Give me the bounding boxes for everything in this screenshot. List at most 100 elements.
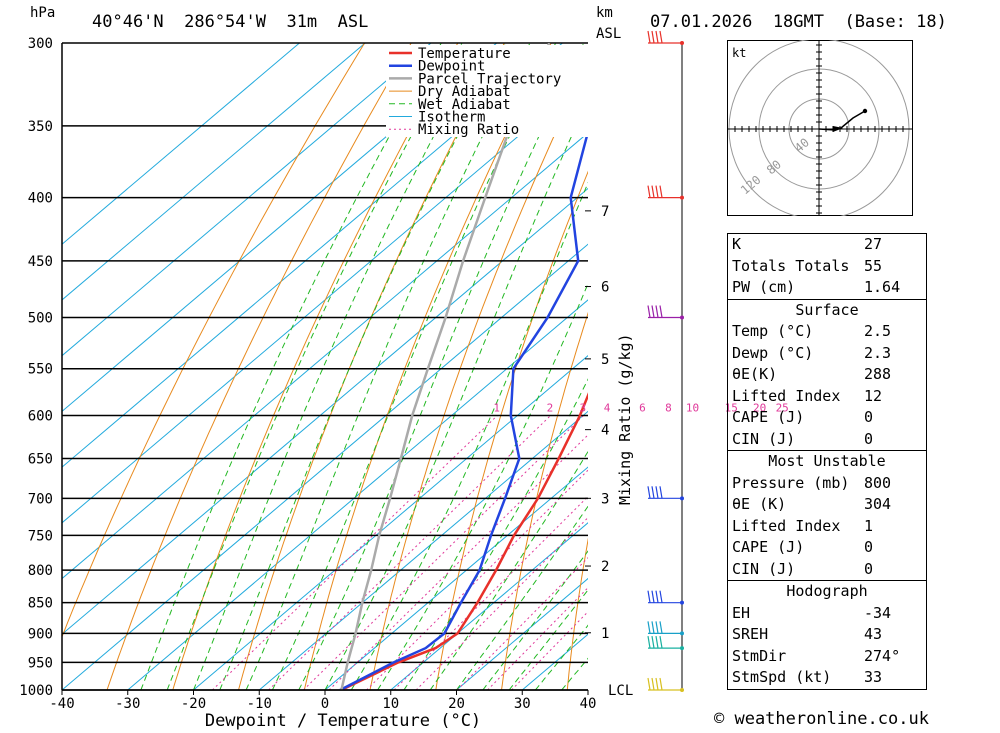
km-label: 6: [601, 280, 609, 296]
wet-adiabat-line: [166, 43, 463, 690]
index-row: K 27: [728, 234, 926, 256]
pressure-tick-label: 850: [28, 596, 53, 612]
index-value: 1.64: [864, 278, 901, 296]
km-label: 5: [601, 352, 609, 368]
km-label: km: [596, 5, 613, 21]
mixing-ratio-label: 3: [580, 401, 587, 414]
pressure-tick-label: 800: [28, 563, 53, 579]
isotherm-line: [62, 243, 588, 690]
index-value: 12: [864, 386, 883, 405]
pressure-tick-label: 500: [28, 311, 53, 327]
km-label: 2: [601, 559, 609, 575]
wind-barb-flag: [651, 305, 655, 318]
index-row: Totals Totals 55: [728, 256, 926, 278]
x-tick-label: 20: [448, 696, 465, 712]
wet-adiabat-line: [219, 43, 507, 690]
isotherm-line: [390, 522, 588, 690]
wind-barb-flag: [655, 677, 659, 691]
pressure-tick-label: 900: [28, 626, 53, 642]
pressure-tick-label: 650: [28, 452, 53, 468]
isotherm-line: [62, 43, 432, 357]
mixing-ratio-label: 8: [665, 401, 672, 414]
dry-adiabat-line: [501, 311, 588, 690]
wind-barb-flag: [659, 636, 663, 649]
mixing-ratio-line: [328, 434, 588, 690]
series-temperature: [340, 392, 588, 690]
wind-barb-flag: [651, 185, 655, 198]
index-label: K: [732, 235, 742, 253]
index-value: -34: [864, 603, 892, 622]
index-row: CIN (J) 0: [728, 429, 926, 451]
hodograph-unit-label: kt: [732, 46, 746, 60]
legend-entry: Mixing Ratio: [418, 122, 519, 138]
x-axis-title: Dewpoint / Temperature (°C): [205, 711, 481, 731]
isotherm-line: [193, 355, 588, 690]
index-label: Dewp (°C): [732, 343, 814, 362]
wet-adiabat-line: [140, 43, 442, 690]
index-row: Temp (°C) 2.5: [728, 321, 926, 343]
wind-barb-flag: [655, 185, 659, 198]
index-value: 288: [864, 365, 892, 383]
mixing-ratio-label: 1: [493, 401, 500, 414]
index-value: 800: [864, 473, 892, 492]
mixing-ratio-label: 2: [547, 401, 554, 414]
wind-barb-flag: [659, 486, 663, 499]
hodograph-trace: [818, 110, 866, 131]
isotherm-line: [127, 299, 588, 690]
index-label: EH: [732, 603, 751, 622]
isotherm-line: [62, 76, 588, 524]
index-value: 27: [864, 235, 883, 253]
index-label: CAPE (J): [732, 538, 805, 556]
index-row: Lifted Index 1: [728, 516, 926, 538]
index-value: 0: [864, 538, 874, 556]
isotherm-line: [62, 43, 498, 413]
index-label: Temp (°C): [732, 322, 814, 340]
index-row: CAPE (J) 0: [728, 407, 926, 429]
wet-adiabat-line: [456, 505, 588, 690]
wind-barb-flag: [659, 305, 663, 318]
wind-barb-flag: [651, 30, 655, 44]
index-label: SREH: [732, 625, 769, 643]
index-label: Pressure (mb): [732, 473, 850, 492]
wind-barb-flag: [659, 621, 663, 634]
wind-barb-flag: [659, 677, 663, 691]
wind-barb-flag: [651, 636, 655, 649]
dry-adiabat-line: [172, 43, 459, 690]
pressure-tick-label: 550: [28, 362, 53, 378]
mixing-ratio-label: 6: [639, 401, 646, 414]
credit-text: © weatheronline.co.uk: [714, 709, 929, 729]
index-label: CAPE (J): [732, 408, 805, 426]
pressure-tick-label: 400: [28, 191, 53, 207]
index-value: 2.3: [864, 343, 892, 362]
wet-adiabat-line: [245, 43, 531, 690]
wet-adiabat-line: [298, 43, 585, 690]
wind-barb-flag: [647, 30, 651, 44]
index-label: Totals Totals: [732, 256, 850, 275]
hodograph-storm-marker: [833, 126, 843, 132]
legend-entry: Dewpoint: [418, 59, 485, 75]
index-row: Dewp (°C) 2.3: [728, 343, 926, 365]
wind-barb-flag: [647, 185, 651, 198]
wind-barb-flag: [655, 590, 659, 603]
index-label: StmDir: [732, 646, 787, 665]
index-value: 274°: [864, 646, 901, 665]
index-row: StmDir 274°: [728, 646, 926, 668]
isotherm-line: [62, 132, 588, 580]
pressure-tick-label: 1000: [19, 683, 53, 699]
wind-barb-flag: [659, 30, 663, 44]
km-label: 4: [601, 423, 609, 439]
date-title: 07.01.2026 18GMT (Base: 18): [650, 12, 947, 32]
pressure-tick-label: 700: [28, 491, 53, 507]
index-row: PW (cm) 1.64: [728, 277, 926, 299]
isotherm-line: [62, 43, 563, 468]
mixing-ratio-label: 4: [604, 401, 611, 414]
wind-barb-flag: [651, 621, 655, 634]
mixing-ratio-axis-title: Mixing Ratio (g/kg): [616, 333, 634, 505]
isotherm-line: [62, 43, 366, 301]
hodograph-title: Hodograph: [786, 582, 868, 600]
wet-adiabat-line: [324, 98, 588, 690]
wind-barb-flag: [647, 305, 651, 318]
wind-barb-flag: [647, 590, 651, 603]
